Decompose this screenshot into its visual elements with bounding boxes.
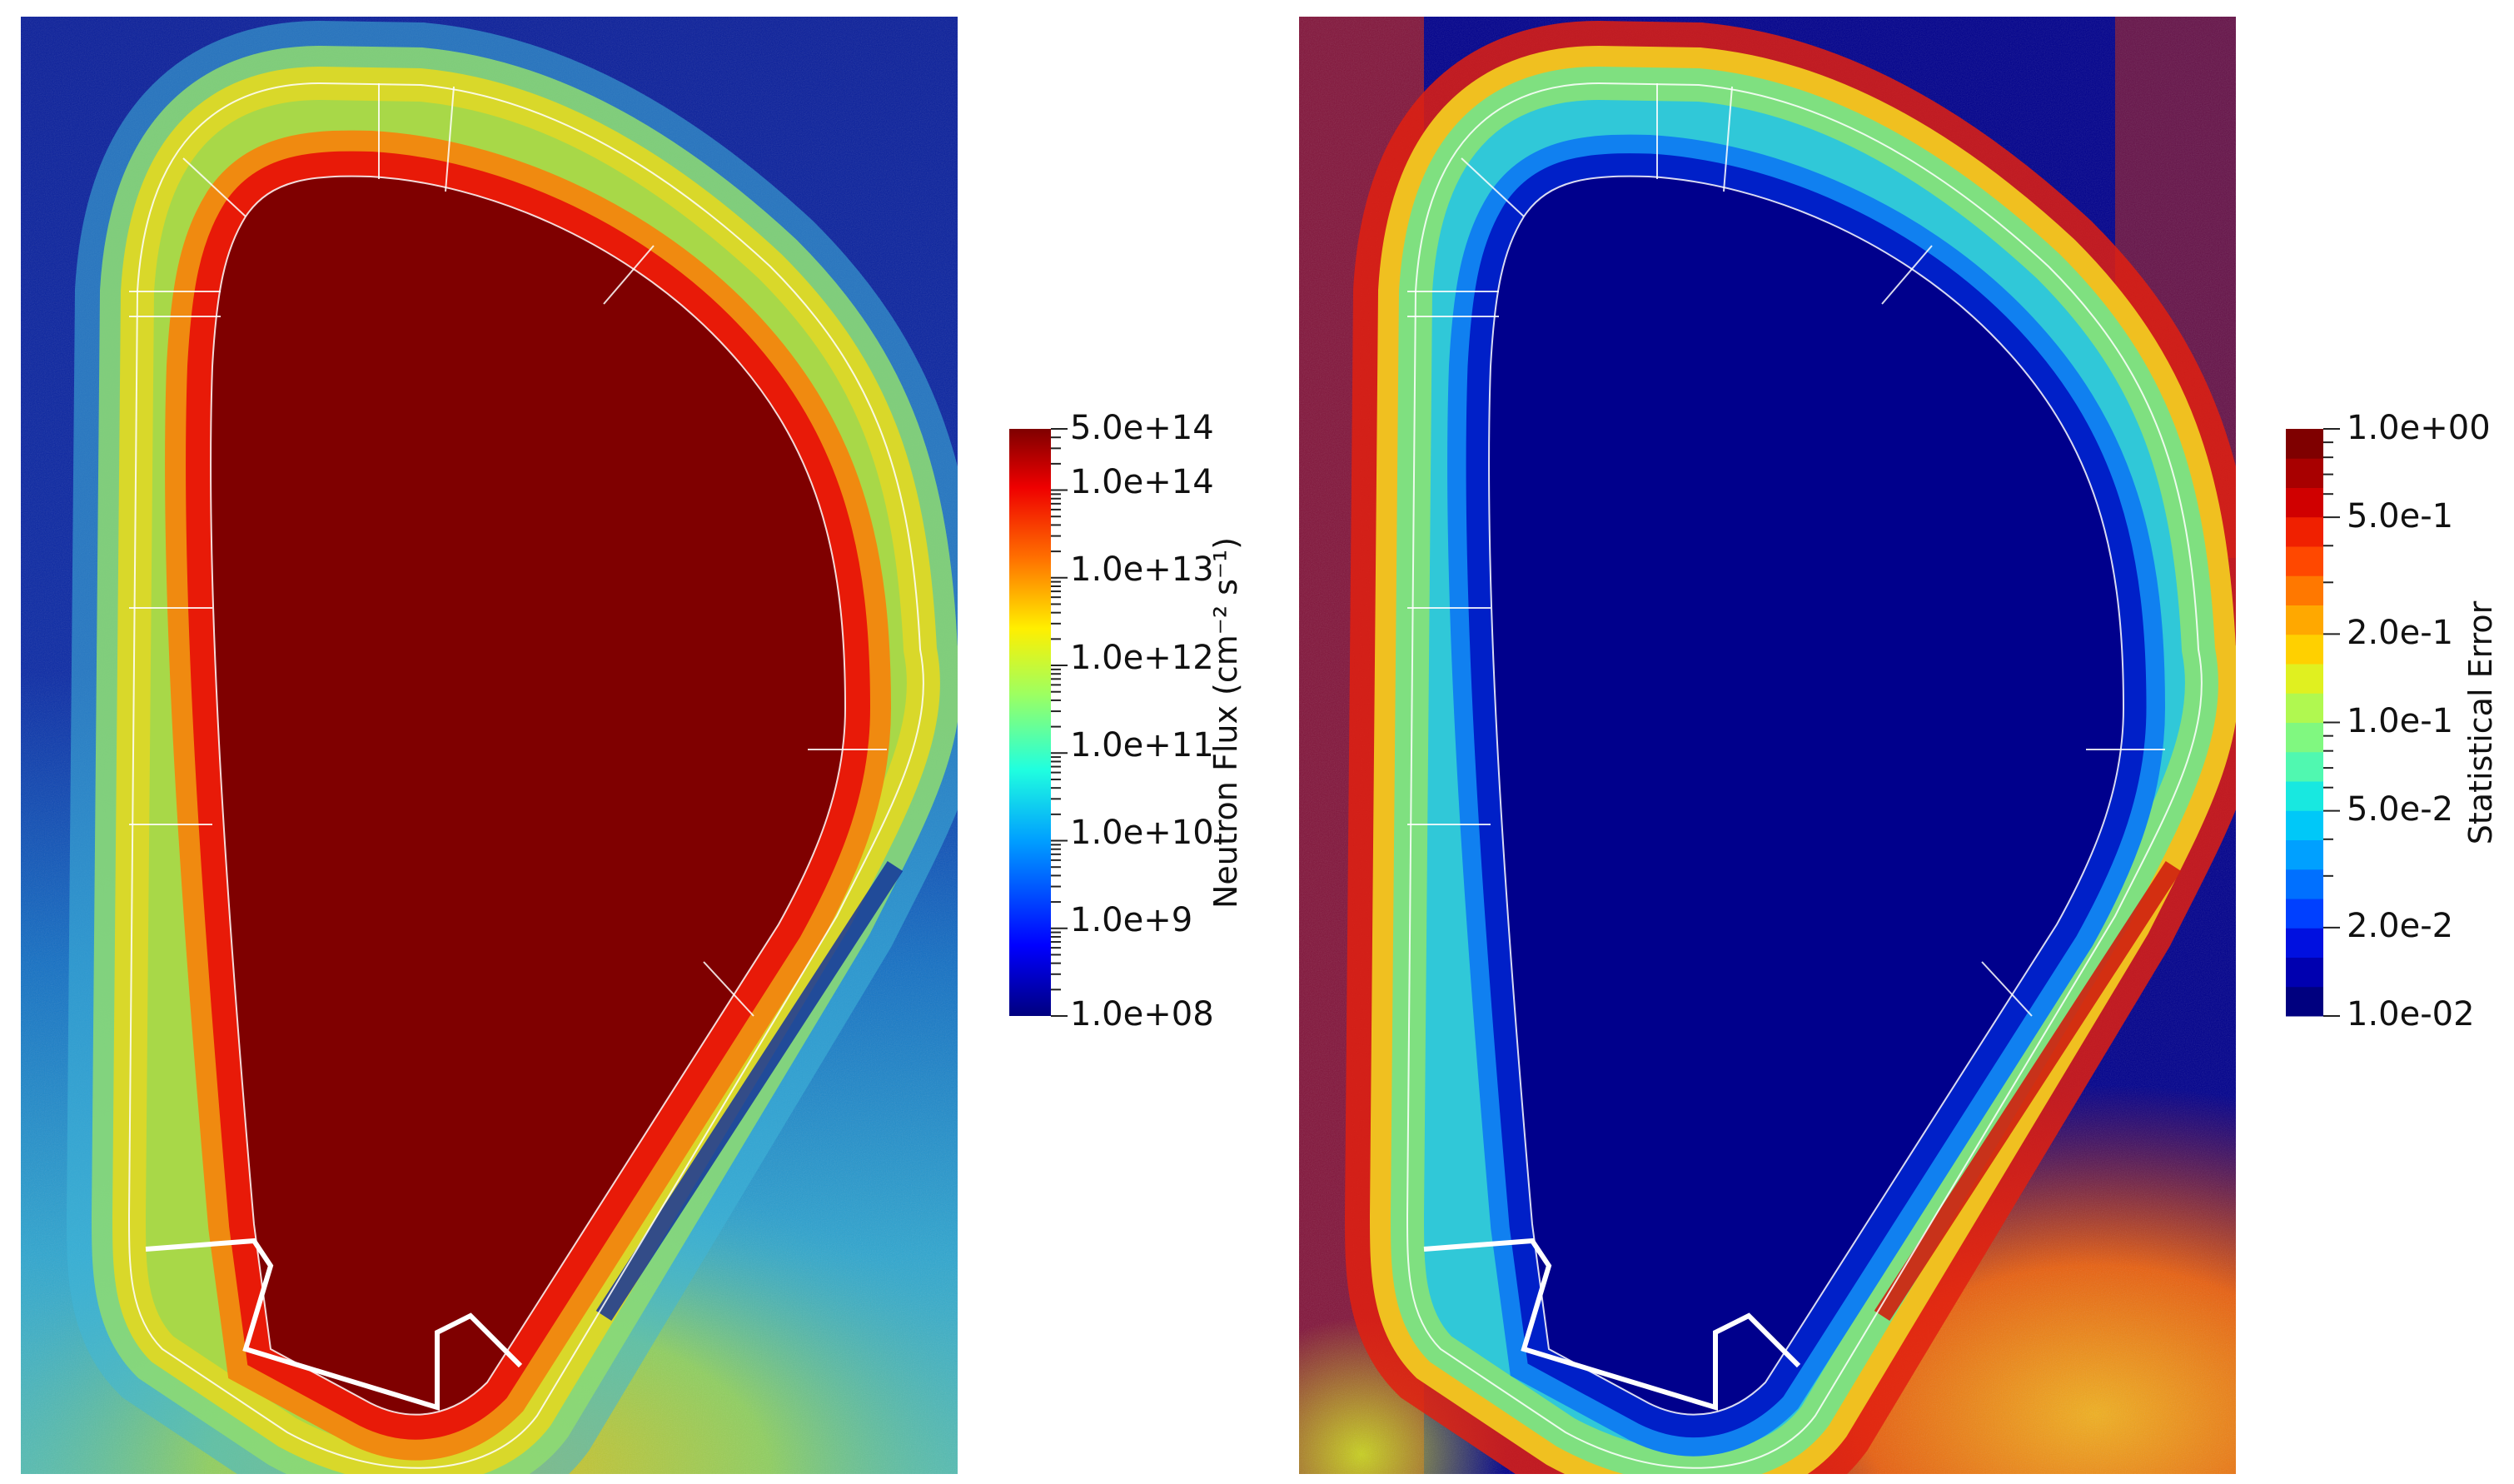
error-tick-label: 1.0e+00: [2347, 409, 2491, 447]
flux-tick-label: 1.0e+08: [1070, 995, 1214, 1033]
flux-tick-label: 1.0e+12: [1070, 639, 1214, 677]
error-colorbar-band: [2286, 516, 2323, 547]
error-colorbar-band: [2286, 693, 2323, 723]
flux-tick-label: 1.0e+11: [1070, 726, 1214, 764]
flux-colorbar-title: Neutron Flux (cm⁻² s⁻¹): [1207, 537, 1244, 909]
error-colorbar: 1.0e+00 5.0e-1 2.0e-1 1.0e-1 5.0e-2 2.0e…: [2286, 409, 2499, 1033]
error-colorbar-band: [2286, 810, 2323, 840]
flux-tick-label: 1.0e+13: [1070, 550, 1214, 589]
error-colorbar-band: [2286, 751, 2323, 782]
error-colorbar-band: [2286, 458, 2323, 488]
error-tick-label: 2.0e-1: [2347, 614, 2453, 652]
error-colorbar-ticks: [2323, 428, 2340, 1017]
error-colorbar-band: [2286, 899, 2323, 929]
flux-colorbar-gradient: [1009, 429, 1051, 1016]
error-colorbar-band: [2286, 546, 2323, 576]
error-colorbar-title: Statistical Error: [2462, 600, 2499, 844]
flux-colorbar: 5.0e+14 1.0e+14 1.0e+13 1.0e+12 1.0e+11 …: [1009, 409, 1244, 1033]
error-colorbar-labels: 1.0e+00 5.0e-1 2.0e-1 1.0e-1 5.0e-2 2.0e…: [2347, 409, 2491, 1033]
error-map: [1299, 17, 2236, 1474]
error-colorbar-band: [2286, 928, 2323, 958]
error-tick-label: 5.0e-2: [2347, 790, 2453, 829]
flux-tick-label: 1.0e+10: [1070, 814, 1214, 852]
error-tick-label: 1.0e-1: [2347, 702, 2453, 740]
flux-tick-label: 1.0e+14: [1070, 463, 1214, 501]
error-tick-label: 5.0e-1: [2347, 497, 2453, 535]
error-tick-label: 1.0e-02: [2347, 995, 2475, 1033]
error-colorbar-bands: [2286, 429, 2323, 1017]
error-colorbar-band: [2286, 839, 2323, 870]
error-tick-label: 2.0e-2: [2347, 907, 2453, 945]
error-colorbar-band: [2286, 487, 2323, 518]
error-colorbar-band: [2286, 605, 2323, 635]
flux-tick-label: 1.0e+9: [1070, 901, 1192, 939]
error-colorbar-band: [2286, 722, 2323, 753]
flux-colorbar-ticks: [1051, 428, 1068, 1017]
error-colorbar-band: [2286, 986, 2323, 1017]
error-colorbar-band: [2286, 634, 2323, 665]
flux-map: [21, 17, 958, 1474]
error-colorbar-band: [2286, 429, 2323, 459]
error-colorbar-band: [2286, 664, 2323, 694]
error-colorbar-band: [2286, 575, 2323, 605]
error-colorbar-band: [2286, 781, 2323, 811]
flux-tick-label: 5.0e+14: [1070, 409, 1214, 447]
error-colorbar-band: [2286, 957, 2323, 988]
flux-colorbar-labels: 5.0e+14 1.0e+14 1.0e+13 1.0e+12 1.0e+11 …: [1070, 409, 1214, 1033]
error-colorbar-band: [2286, 869, 2323, 899]
